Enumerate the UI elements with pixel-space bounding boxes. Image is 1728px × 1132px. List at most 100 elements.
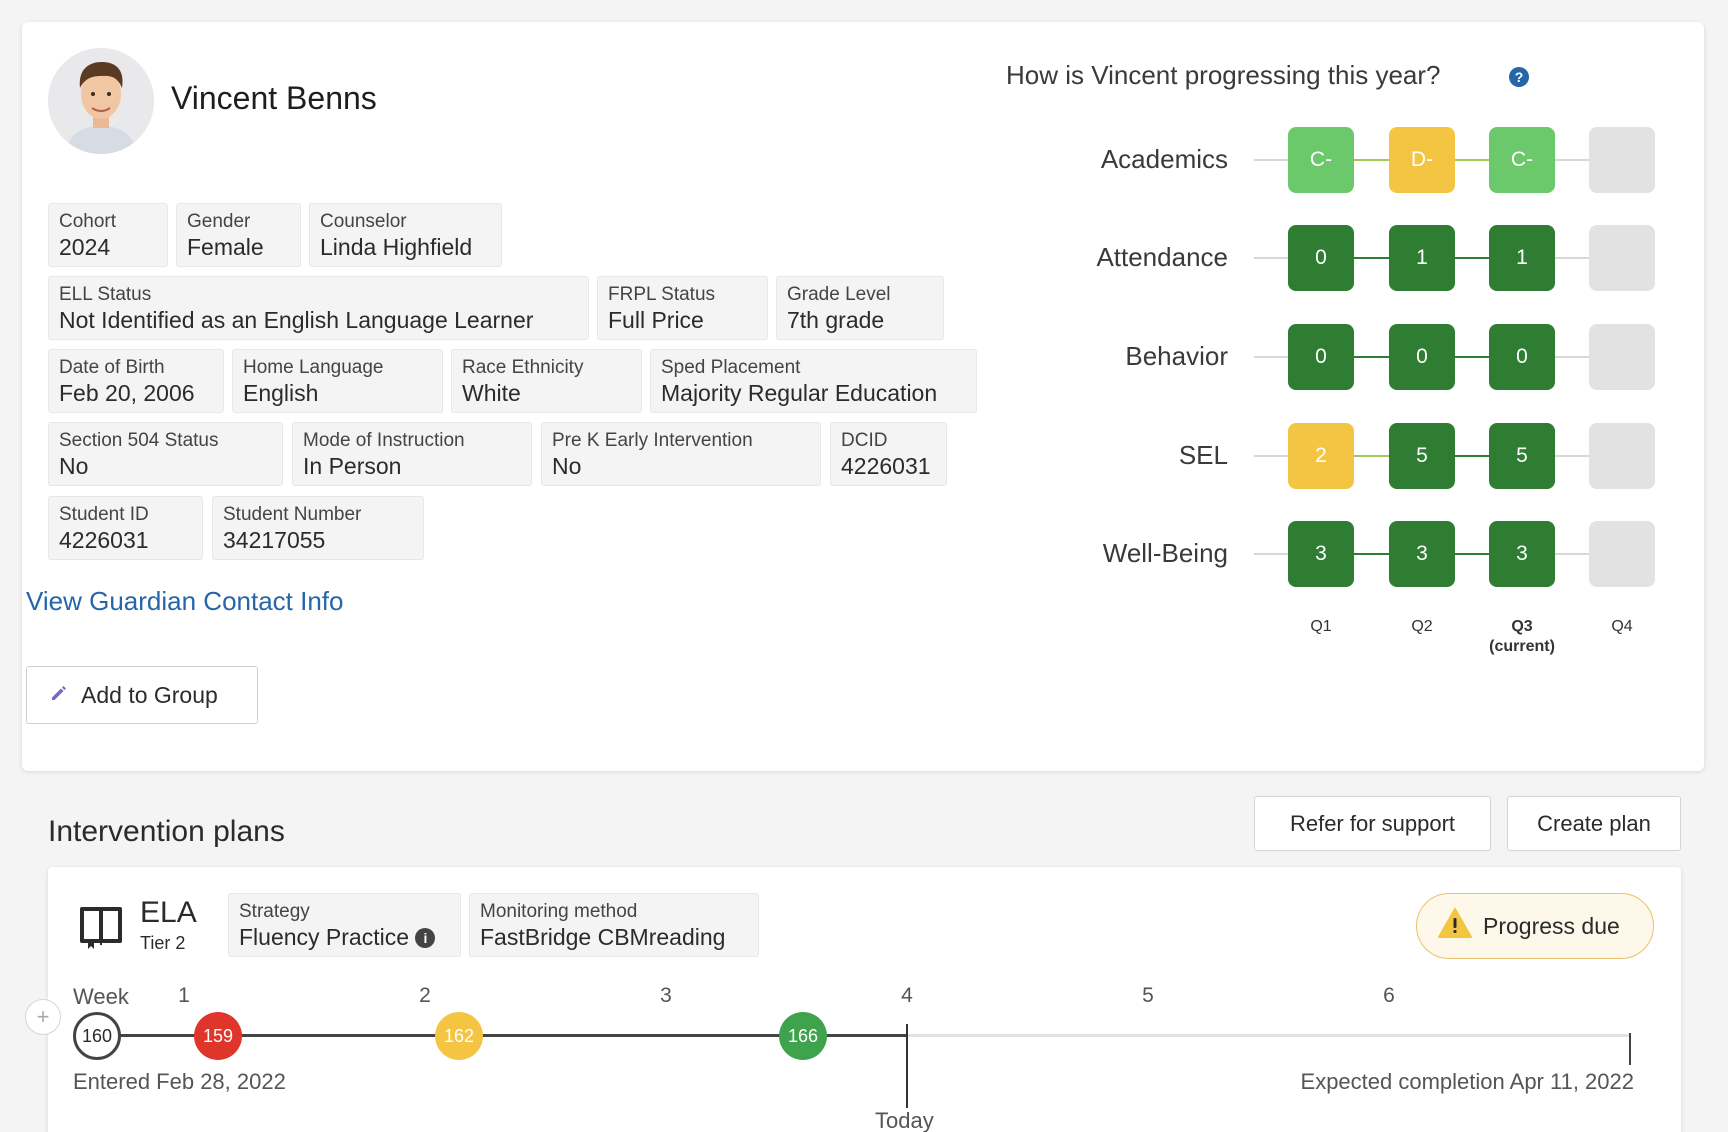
field-value: Majority Regular Education [661,380,938,406]
quarter-name: Q1 [1310,618,1332,635]
baseline-score[interactable]: 160 [73,1012,121,1060]
field-value: Feb 20, 2006 [59,380,195,406]
field-gender: Gender Female [176,203,301,267]
week-number: 5 [1142,984,1154,1007]
progress-cell[interactable] [1589,324,1655,390]
field-label: Student Number [223,504,362,525]
field-frpl-status: FRPL Status Full Price [597,276,768,340]
field-counselor: Counselor Linda Highfield [309,203,502,267]
field-value: 7th grade [787,307,885,333]
field-sped-placement: Sped Placement Majority Regular Educatio… [650,349,977,413]
book-icon [78,903,124,954]
entered-date: Entered Feb 28, 2022 [73,1069,286,1094]
score-point[interactable]: 159 [194,1012,242,1060]
intervention-plans-title: Intervention plans [48,815,285,848]
score-point[interactable]: 162 [435,1012,483,1060]
field-label: Mode of Instruction [303,430,465,451]
today-label: Today [875,1108,934,1132]
week-label: Week [73,984,129,1009]
metric-label: Well-Being [1102,538,1228,568]
field-ell-status: ELL Status Not Identified as an English … [48,276,589,340]
week-number: 4 [901,984,913,1007]
field-mode-of-instruction: Mode of Instruction In Person [292,422,532,486]
field-value: No [59,453,89,479]
create-plan-button[interactable]: Create plan [1507,796,1681,851]
progress-cell[interactable]: 5 [1489,423,1555,489]
refer-for-support-button[interactable]: Refer for support [1254,796,1491,851]
field-value: Female [187,234,264,260]
field-value: English [243,380,319,406]
week-number: 2 [419,984,431,1007]
progress-cell[interactable]: 1 [1389,225,1455,291]
field-label: Date of Birth [59,357,165,378]
add-to-group-button[interactable]: Add to Group [26,666,258,724]
metric-connector [1354,455,1389,457]
progress-cell[interactable]: 1 [1489,225,1555,291]
field-value: 4226031 [841,453,931,479]
quarter-label: Q2 [1372,617,1472,637]
progress-cell[interactable]: 3 [1489,521,1555,587]
progress-cell[interactable] [1589,225,1655,291]
today-marker [906,1024,908,1108]
metric-connector [1455,356,1489,358]
field-value: Full Price [608,307,704,333]
metric-label: Behavior [1125,341,1228,371]
strategy-field: Strategy Fluency Practice i [228,893,461,957]
progress-due-label: Progress due [1483,912,1620,939]
field-label: DCID [841,430,888,451]
metric-connector [1354,553,1389,555]
quarter-name: Q3 [1511,618,1533,635]
help-icon[interactable]: ? [1509,67,1529,87]
progress-due-badge[interactable]: Progress due [1416,893,1654,959]
progress-cell[interactable]: 0 [1389,324,1455,390]
progress-cell[interactable]: 5 [1389,423,1455,489]
progress-cell[interactable]: C- [1489,127,1555,193]
quarter-label: Q4 [1572,617,1672,637]
timeline-elapsed-line [97,1034,907,1037]
field-label: Cohort [59,211,117,232]
metric-label: Academics [1100,144,1228,174]
field-value: Fluency Practice i [239,923,450,951]
progress-cell[interactable]: 2 [1288,423,1354,489]
progress-cell[interactable]: 3 [1288,521,1354,587]
field-cohort: Cohort 2024 [48,203,168,267]
field-value: Linda Highfield [320,234,473,260]
field-value: 34217055 [223,527,326,553]
field-date-of-birth: Date of Birth Feb 20, 2006 [48,349,224,413]
progress-cell[interactable]: 0 [1288,324,1354,390]
field-dcid: DCID 4226031 [830,422,947,486]
field-label: Monitoring method [480,901,638,922]
metric-connector [1455,257,1489,259]
week-number: 6 [1383,984,1395,1007]
field-label: FRPL Status [608,284,716,305]
progress-cell[interactable]: 0 [1489,324,1555,390]
progress-cell[interactable]: 3 [1389,521,1455,587]
metric-connector [1455,553,1489,555]
field-label: Pre K Early Intervention [552,430,753,451]
metric-connector [1455,159,1489,161]
field-label: Home Language [243,357,384,378]
progress-cell[interactable] [1589,423,1655,489]
week-number: 3 [660,984,672,1007]
field-value: In Person [303,453,402,479]
field-label: Counselor [320,211,407,232]
info-icon[interactable]: i [415,928,436,948]
end-marker [1629,1033,1631,1065]
add-to-group-label: Add to Group [81,681,218,708]
progress-cell[interactable] [1589,127,1655,193]
metric-label: SEL [1178,440,1228,470]
progress-cell[interactable]: 0 [1288,225,1354,291]
field-section-504-status: Section 504 Status No [48,422,283,486]
field-value: 4226031 [59,527,149,553]
add-score-button[interactable]: + [25,999,61,1035]
score-point[interactable]: 166 [779,1012,827,1060]
progress-cell[interactable] [1589,521,1655,587]
quarter-name: Q2 [1411,618,1433,635]
metric-connector [1455,455,1489,457]
progress-cell[interactable]: D- [1389,127,1455,193]
guardian-contact-link[interactable]: View Guardian Contact Info [26,586,344,616]
quarter-label: Q3 (current) [1472,617,1572,657]
quarter-current-tag: (current) [1489,638,1555,655]
progress-cell[interactable]: C- [1288,127,1354,193]
field-label: Grade Level [787,284,891,305]
